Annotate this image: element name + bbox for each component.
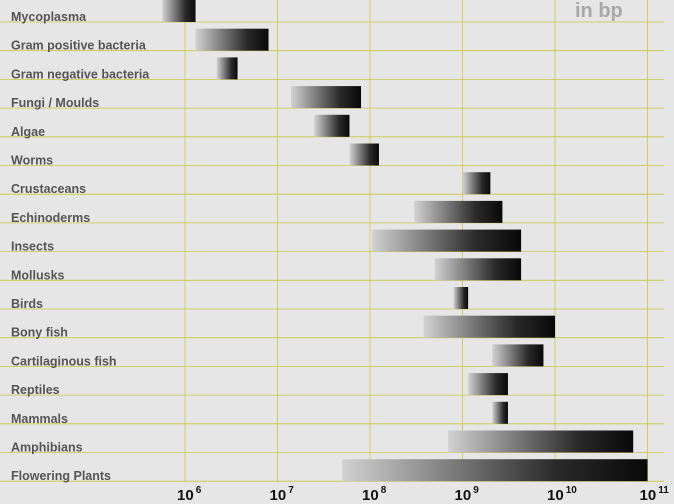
category-label: Worms — [11, 154, 53, 168]
category-label: Flowering Plants — [11, 469, 111, 483]
x-tick-label: 10 8 — [362, 485, 387, 504]
category-label: Cartilaginous fish — [11, 354, 117, 368]
x-tick-base: 10 — [270, 487, 287, 504]
unit-label: in bp — [575, 0, 623, 22]
category-label: Mollusks — [11, 268, 65, 282]
x-tick-label: 10 10 — [547, 485, 577, 504]
category-label: Mycoplasma — [11, 10, 87, 24]
x-tick-exponent: 11 — [658, 485, 669, 496]
category-label: Crustaceans — [11, 182, 86, 196]
x-tick-label: 10 9 — [455, 485, 480, 504]
category-label: Gram negative bacteria — [11, 67, 150, 81]
category-label: Reptiles — [11, 383, 60, 397]
category-label: Algae — [11, 125, 45, 139]
range-bar — [468, 373, 508, 396]
range-bar — [195, 28, 269, 51]
bars — [162, 0, 648, 482]
x-tick-base: 10 — [455, 487, 472, 504]
range-bar — [434, 258, 522, 281]
range-bar — [423, 315, 555, 338]
range-bar — [492, 401, 508, 424]
category-label: Fungi / Moulds — [11, 96, 99, 110]
category-label: Gram positive bacteria — [11, 39, 147, 53]
x-tick-base: 10 — [177, 487, 194, 504]
range-bar — [291, 86, 362, 109]
grid — [0, 0, 664, 482]
x-tick-base: 10 — [547, 487, 564, 504]
range-bar — [349, 143, 379, 166]
category-label: Insects — [11, 240, 54, 254]
range-bar — [448, 430, 634, 453]
category-label: Birds — [11, 297, 43, 311]
range-bar — [342, 459, 648, 482]
range-bar — [492, 344, 544, 367]
range-bar — [453, 287, 469, 309]
x-tick-exponent: 8 — [381, 485, 387, 496]
category-label: Amphibians — [11, 441, 83, 455]
category-label: Bony fish — [11, 326, 68, 340]
x-tick-label: 10 6 — [177, 485, 202, 504]
x-tick-label: 10 11 — [640, 485, 670, 504]
x-tick-base: 10 — [362, 487, 379, 504]
category-labels: Mycoplasma Gram positive bacteria Gram neg… — [11, 10, 150, 483]
range-bar — [462, 172, 491, 195]
range-bar — [216, 57, 238, 80]
x-tick-exponent: 9 — [473, 485, 479, 496]
category-label: Mammals — [11, 412, 68, 426]
x-tick-exponent: 7 — [288, 485, 294, 496]
range-bar — [414, 200, 503, 223]
x-tick-exponent: 6 — [196, 485, 202, 496]
range-bar — [371, 229, 522, 252]
x-tick-base: 10 — [640, 487, 657, 504]
category-label: Echinoderms — [11, 211, 90, 225]
range-bar — [162, 0, 196, 22]
range-bar — [314, 114, 350, 137]
x-axis-ticks: 10 6 10 7 10 8 10 9 10 10 10 11 — [177, 485, 669, 504]
x-tick-exponent: 10 — [566, 485, 578, 496]
x-tick-label: 10 7 — [270, 485, 295, 504]
